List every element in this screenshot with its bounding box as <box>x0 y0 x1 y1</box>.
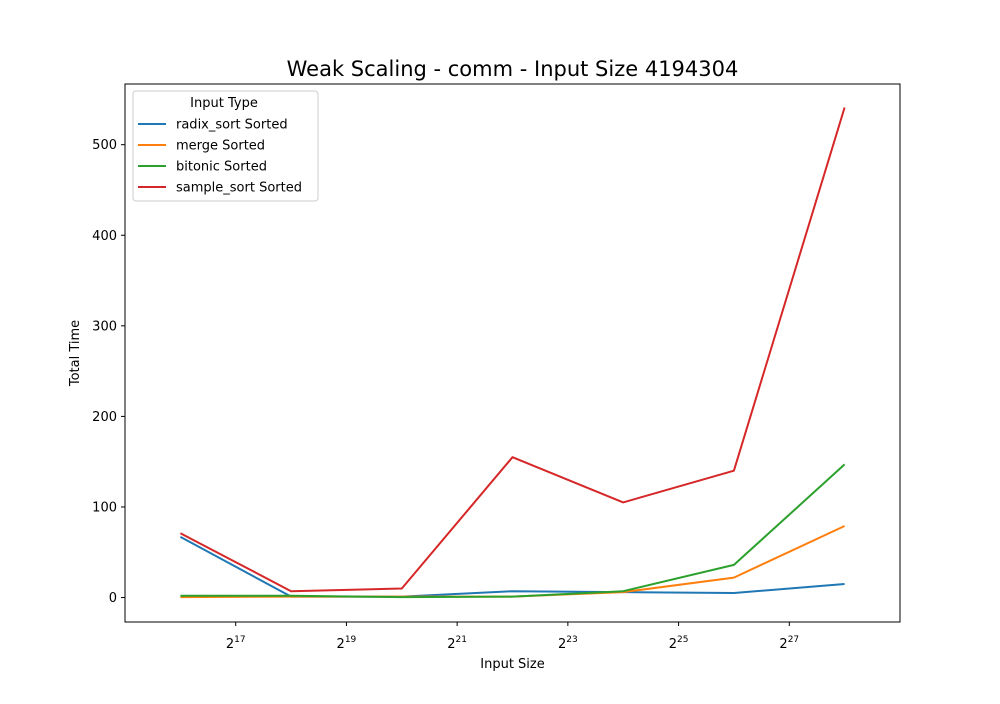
y-tick-label: 500 <box>92 138 117 153</box>
legend: Input Type radix_sort Sorted merge Sorted b… <box>132 90 319 202</box>
series-line <box>179 107 846 593</box>
series-line <box>180 463 846 599</box>
y-tick-label: 0 <box>109 591 117 606</box>
legend-label: sample_sort Sorted <box>176 181 302 196</box>
series-line <box>179 536 845 598</box>
legend-label: bitonic Sorted <box>176 160 267 175</box>
axes-frame <box>124 83 901 623</box>
y-axis-label: Total Time <box>68 320 83 387</box>
legend-label: radix_sort Sorted <box>176 118 288 133</box>
y-tick-label: 100 <box>92 500 117 515</box>
y-tick-label: 200 <box>92 410 117 425</box>
chart-title: Weak Scaling - comm - Input Size 4194304 <box>287 57 739 81</box>
legend-box <box>132 90 319 202</box>
y-tick-label: 300 <box>92 319 117 334</box>
x-axis-label: Input Size <box>480 657 544 672</box>
x-tick-label: 225 <box>669 635 689 652</box>
plot-area <box>179 107 846 599</box>
x-axis: 217 219 221 223 225 227 <box>226 622 799 652</box>
legend-label: merge Sorted <box>176 139 265 154</box>
y-axis: 0 100 200 300 400 500 <box>92 138 125 606</box>
legend-title: Input Type <box>190 96 258 111</box>
x-tick-label: 227 <box>779 635 799 652</box>
x-tick-label: 217 <box>226 635 246 652</box>
y-tick-label: 400 <box>92 229 117 244</box>
x-tick-label: 221 <box>447 635 467 652</box>
x-tick-label: 223 <box>558 635 578 652</box>
x-tick-label: 219 <box>337 635 357 652</box>
